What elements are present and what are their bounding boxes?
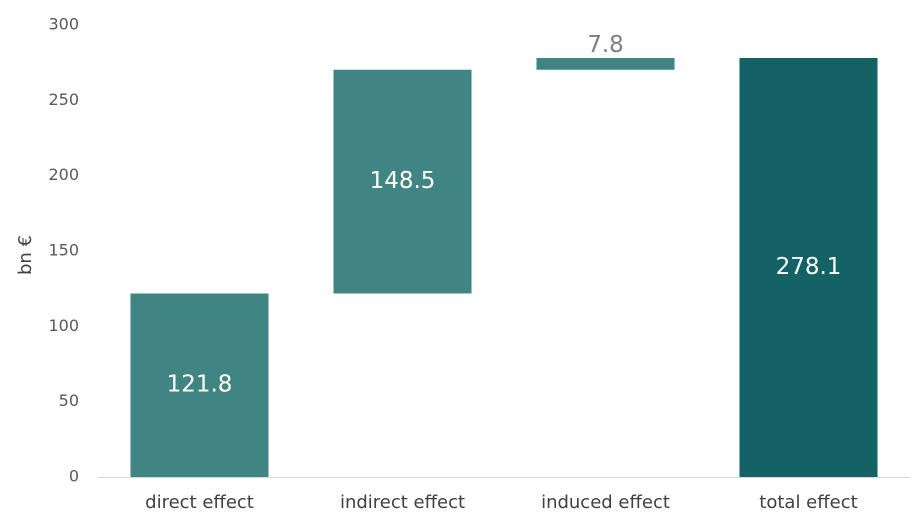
y-axis-ticks: 0 50 100 150 200 250 300 [48,15,79,486]
y-tick-label: 0 [69,467,79,486]
category-label: direct effect [145,492,254,513]
category-labels: direct effect indirect effect induced effe… [145,492,858,513]
y-tick-label: 300 [48,15,79,34]
y-tick-label: 100 [48,316,79,335]
y-tick-label: 50 [59,391,79,410]
category-label: induced effect [541,492,670,513]
y-tick-label: 200 [48,165,79,184]
bar-total-effect [739,57,878,477]
bar-indirect-effect [333,69,472,294]
y-tick-label: 250 [48,90,79,109]
category-label: total effect [759,492,857,513]
data-label: 121.8 [167,372,233,398]
data-label: 148.5 [370,168,436,194]
category-label: indirect effect [340,492,465,513]
bar-induced-effect [536,57,675,70]
y-axis-label: bn € [15,235,36,275]
bar-direct-effect [130,293,269,477]
data-label: 7.8 [587,32,624,58]
bars: 121.8 148.5 7.8 278.1 [130,32,878,477]
data-label: 278.1 [776,254,842,280]
y-tick-label: 150 [48,241,79,260]
